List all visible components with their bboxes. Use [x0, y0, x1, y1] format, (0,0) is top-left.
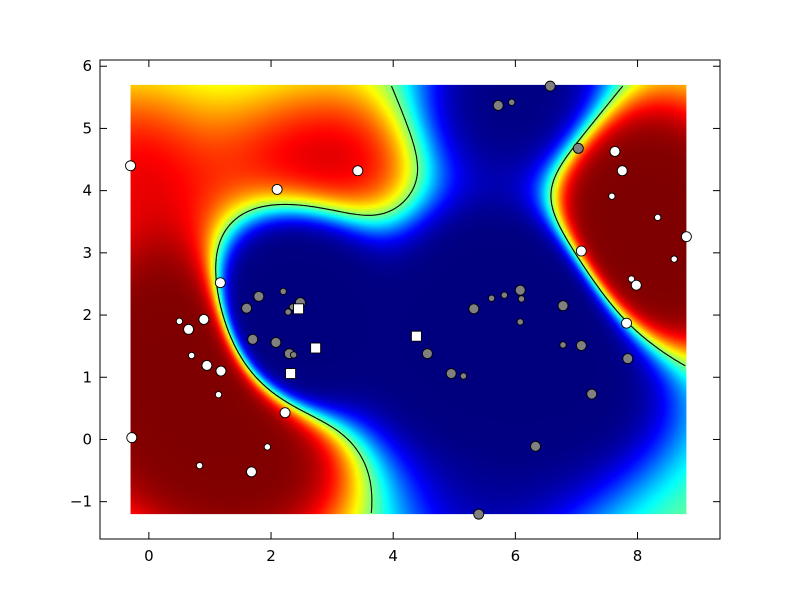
class-1-point-support-vector [586, 388, 598, 400]
x-tick-label: 2 [266, 547, 276, 565]
class-0-point [263, 443, 272, 451]
class-1-point [517, 295, 526, 303]
class-1-point-support-vector [241, 302, 253, 314]
x-axis: 0 2 4 6 8 [144, 60, 642, 565]
y-tick-label: 6 [82, 57, 92, 75]
class-1-point [487, 294, 496, 302]
y-tick-label: 2 [82, 306, 92, 324]
class-1-point-support-vector [445, 368, 457, 379]
class-0-point [195, 461, 204, 470]
class-0-point [214, 391, 223, 399]
class-1-point [459, 372, 468, 380]
class-1-point-support-vector [468, 303, 480, 315]
class-1-point-support-vector [247, 333, 259, 345]
class-0-point-support-vector [126, 432, 138, 444]
y-tick-label: 1 [82, 368, 92, 386]
class-1-point-support-vector [575, 340, 587, 351]
test-point-square [310, 342, 322, 354]
class-0-point-support-vector [214, 277, 226, 289]
class-0-point-support-vector [198, 313, 210, 325]
class-1-point [279, 287, 287, 296]
class-0-point-support-vector [201, 359, 213, 371]
class-0-point-support-vector [125, 160, 136, 172]
x-tick-label: 0 [144, 547, 154, 565]
class-1-point-support-vector [544, 80, 556, 92]
class-0-point-support-vector [630, 279, 642, 291]
decision-function-heatmap [130, 84, 687, 515]
class-1-point-support-vector [572, 142, 584, 154]
class-0-point-support-vector [680, 231, 692, 243]
class-0-point-support-vector [271, 183, 283, 195]
x-tick-label: 6 [511, 547, 521, 565]
class-1-point-support-vector [557, 300, 569, 312]
x-tick-label: 4 [388, 547, 398, 565]
class-1-point-support-vector [514, 284, 526, 296]
class-1-point-support-vector [622, 353, 634, 365]
class-1-point-support-vector [530, 440, 541, 452]
class-1-point [559, 341, 567, 349]
class-0-point [670, 255, 678, 263]
class-0-point-support-vector [183, 323, 195, 335]
plot-area [99, 59, 721, 540]
class-0-point-support-vector [246, 466, 257, 478]
class-0-point [608, 192, 616, 200]
y-tick-label: 4 [82, 182, 92, 200]
y-tick-label: 5 [82, 119, 92, 137]
class-1-point [516, 318, 524, 326]
class-0-point [187, 351, 196, 360]
class-0-point-support-vector [352, 165, 364, 177]
class-1-point-support-vector [492, 99, 504, 111]
class-1-point-support-vector [253, 290, 265, 302]
class-1-point [284, 308, 292, 316]
class-0-point-support-vector [575, 245, 587, 257]
class-1-point-support-vector [473, 508, 485, 520]
y-tick-label: 0 [82, 430, 92, 448]
class-1-point [500, 291, 509, 299]
class-1-point-support-vector [270, 336, 282, 348]
y-axis: −1 0 1 2 3 4 5 6 [70, 57, 720, 511]
class-0-point-support-vector [621, 317, 632, 329]
axes-frame [99, 59, 721, 540]
test-point-square [410, 330, 422, 342]
class-0-point [654, 213, 662, 222]
class-0-point-support-vector [609, 145, 621, 157]
class-1-point-support-vector [421, 348, 433, 360]
class-0-point-support-vector [616, 165, 628, 177]
scatter-points [125, 80, 692, 520]
class-0-point-support-vector [215, 365, 227, 377]
y-tick-label: −1 [70, 493, 92, 511]
class-0-point [175, 317, 184, 325]
class-0-point-support-vector [279, 407, 291, 419]
x-tick-label: 8 [633, 547, 643, 565]
y-tick-label: 3 [82, 244, 92, 262]
test-point-square [293, 303, 304, 315]
class-0-point [627, 275, 636, 283]
class-1-point [289, 351, 298, 359]
test-point-square [285, 368, 297, 379]
class-1-point [508, 98, 516, 106]
